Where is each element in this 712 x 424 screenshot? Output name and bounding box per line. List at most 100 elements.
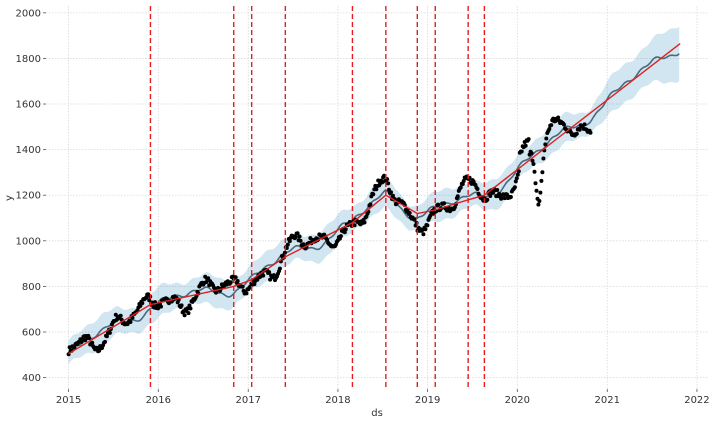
actual-point — [460, 182, 465, 186]
actual-point — [461, 179, 466, 183]
actual-point — [298, 238, 303, 243]
actual-point — [147, 298, 152, 303]
actual-point — [287, 239, 292, 244]
x-tick-label: 2017 — [236, 395, 261, 406]
actual-point — [343, 227, 348, 232]
x-tick-label: 2020 — [505, 395, 530, 406]
actual-point — [512, 185, 517, 190]
x-tick-label: 2015 — [56, 395, 81, 406]
actual-point — [80, 338, 85, 342]
actual-point — [515, 172, 520, 177]
actual-point — [513, 179, 518, 184]
actual-point — [252, 282, 257, 287]
actual-point — [421, 232, 426, 237]
actual-point — [526, 137, 531, 142]
actual-point — [543, 142, 548, 147]
actual-point — [90, 340, 95, 345]
actual-point — [389, 190, 393, 195]
actual-point — [541, 156, 546, 161]
actual-point — [240, 284, 245, 289]
actual-point — [188, 306, 193, 311]
actual-point — [338, 234, 343, 239]
actual-point — [537, 199, 542, 203]
actual-point — [514, 176, 519, 181]
actual-point — [159, 304, 163, 309]
actual-point — [362, 220, 367, 225]
x-tick-label: 2022 — [684, 395, 709, 406]
x-tick-label: 2019 — [415, 395, 440, 406]
actual-point — [539, 178, 544, 183]
x-axis-label: ds — [371, 408, 383, 419]
y-tick-label: 800 — [22, 282, 41, 293]
actual-point — [228, 280, 233, 285]
actual-point — [301, 242, 306, 247]
forecast-line — [67, 53, 680, 354]
actual-point — [519, 149, 524, 154]
actual-point — [138, 303, 143, 308]
actual-point — [72, 345, 77, 350]
actual-point — [386, 181, 391, 186]
y-tick-label: 1400 — [16, 145, 41, 156]
plot-area — [46, 6, 708, 389]
actual-point — [500, 196, 505, 201]
actual-point — [140, 301, 145, 306]
actual-point — [544, 136, 549, 141]
actual-point — [368, 202, 373, 207]
actual-point — [540, 170, 545, 175]
actual-point — [95, 345, 100, 350]
actual-point — [523, 143, 528, 148]
y-tick-label: 1800 — [16, 54, 41, 65]
actual-point — [534, 188, 539, 193]
actual-point — [577, 127, 582, 132]
actual-point — [407, 211, 412, 215]
x-tick-label: 2018 — [325, 395, 350, 406]
actual-point — [538, 190, 543, 195]
grid — [46, 6, 708, 389]
actual-point — [352, 223, 357, 228]
actual-point — [382, 173, 387, 178]
actual-point — [423, 227, 428, 232]
actual-point — [529, 151, 534, 156]
y-tick-label: 1600 — [16, 100, 41, 111]
actual-point — [107, 330, 112, 335]
actual-point — [179, 303, 184, 308]
actual-point — [425, 223, 430, 228]
actual-point — [485, 197, 490, 202]
actual-point — [374, 187, 379, 192]
actual-point — [277, 266, 282, 271]
actual-point — [458, 185, 463, 190]
actual-point — [261, 273, 266, 278]
actual-point — [376, 178, 381, 183]
actual-point — [297, 234, 302, 239]
actual-point — [391, 193, 395, 198]
actual-point — [235, 279, 240, 283]
actual-point — [103, 339, 107, 344]
actual-point — [582, 122, 587, 127]
axis-ticks: 2015 2016 2017 2018 2019 2020 2021 2022 400 600 80… — [16, 8, 710, 406]
actual-point — [128, 320, 133, 324]
actual-point — [371, 192, 376, 197]
actual-point — [503, 196, 507, 201]
actual-point — [547, 127, 552, 131]
actual-point — [244, 291, 249, 296]
forecast-path — [67, 53, 680, 354]
actual-point — [530, 158, 535, 163]
y-tick-label: 1200 — [16, 191, 41, 202]
actual-point — [532, 169, 537, 174]
actual-point — [556, 115, 561, 120]
y-axis-label: y — [4, 195, 15, 201]
y-tick-label: 2000 — [16, 8, 41, 19]
actual-point — [455, 194, 460, 199]
actual-point — [285, 242, 290, 247]
actual-point — [186, 311, 191, 316]
actual-point — [508, 195, 513, 199]
actual-point — [214, 290, 218, 295]
actual-point — [442, 201, 447, 206]
actual-point — [488, 194, 493, 198]
actual-point — [536, 202, 541, 207]
actual-point — [562, 122, 566, 127]
actual-point — [182, 313, 187, 318]
actual-point — [87, 336, 92, 341]
x-tick-label: 2021 — [595, 395, 620, 406]
